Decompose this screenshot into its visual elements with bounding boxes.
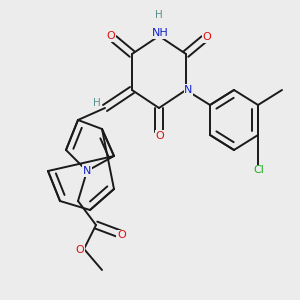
Text: H: H bbox=[93, 98, 101, 108]
Text: O: O bbox=[202, 32, 211, 43]
Text: NH: NH bbox=[152, 28, 169, 38]
Text: O: O bbox=[156, 130, 165, 141]
Text: Cl: Cl bbox=[253, 165, 264, 176]
Text: O: O bbox=[117, 230, 126, 241]
Text: O: O bbox=[106, 31, 116, 41]
Text: O: O bbox=[76, 244, 85, 255]
Text: N: N bbox=[83, 166, 91, 176]
Text: N: N bbox=[184, 85, 193, 95]
Text: H: H bbox=[155, 10, 163, 20]
